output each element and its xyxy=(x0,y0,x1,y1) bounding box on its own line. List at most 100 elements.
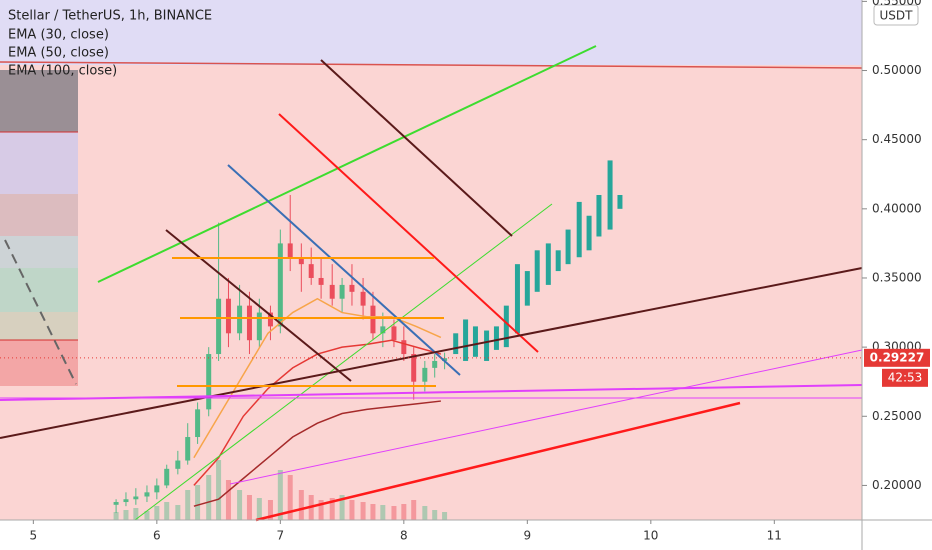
legend-entry: EMA (30, close) xyxy=(8,28,109,43)
candle-body xyxy=(298,257,304,265)
candle-body xyxy=(267,312,273,327)
projection-bar xyxy=(503,305,509,348)
y-tick-label: 0.55000 xyxy=(872,0,922,8)
y-tick-label: 0.25000 xyxy=(872,409,922,423)
volume-bar xyxy=(401,504,407,520)
legend-entry: EMA (50, close) xyxy=(8,46,109,61)
volume-bar xyxy=(287,475,293,520)
last-price-badge xyxy=(864,348,930,367)
projection-bar xyxy=(565,229,571,265)
y-tick-label: 0.45000 xyxy=(872,132,922,146)
volume-bar xyxy=(206,475,212,520)
candle-body xyxy=(339,284,345,299)
candle-body xyxy=(216,298,222,355)
candle-body xyxy=(246,305,252,341)
candle-body xyxy=(349,284,355,292)
currency-badge[interactable] xyxy=(873,4,919,26)
volume-bar xyxy=(256,498,262,520)
candle-body xyxy=(133,496,139,500)
volume-bar xyxy=(216,460,222,520)
currency: USDT xyxy=(880,9,914,23)
volume-bar xyxy=(380,505,386,520)
projection-bar xyxy=(576,201,582,258)
chart-title: Stellar / TetherUS, 1h, BINANCE xyxy=(8,9,212,24)
projection-bar xyxy=(463,319,469,361)
candle-body xyxy=(256,312,262,341)
volume-bar xyxy=(154,506,160,520)
candle-body xyxy=(411,354,417,382)
candle-body xyxy=(329,284,335,299)
projection-bar xyxy=(453,333,459,355)
x-tick-label: 6 xyxy=(153,529,161,543)
projection-bar xyxy=(493,326,499,350)
projection-bar xyxy=(596,195,602,237)
projection-bar xyxy=(555,250,561,272)
projection-bar xyxy=(534,250,540,292)
candle-body xyxy=(287,243,293,258)
upper-zone xyxy=(0,0,862,65)
volume-bar xyxy=(277,470,283,520)
candle-body xyxy=(391,326,397,341)
candle-body xyxy=(195,409,201,438)
candle-body xyxy=(185,437,191,461)
x-tick-label: 10 xyxy=(643,529,658,543)
volume-bar xyxy=(113,512,119,520)
candle-body xyxy=(164,468,170,486)
candle-body xyxy=(360,291,366,306)
legend: EMA (30, close) EMA (50, close) EMA (100, … xyxy=(8,28,117,79)
candle-body xyxy=(380,326,386,334)
volume-bar xyxy=(298,490,304,520)
candle-body xyxy=(206,354,212,410)
plot xyxy=(113,160,623,520)
lower-zone xyxy=(0,65,862,520)
volume-bar xyxy=(246,495,252,520)
projection-bar xyxy=(586,215,592,251)
volume-bar xyxy=(391,506,397,520)
candle-body xyxy=(318,277,324,285)
volume-bar xyxy=(318,500,324,520)
candle-body xyxy=(123,499,129,503)
y-tick-label: 0.50000 xyxy=(872,63,922,77)
countdown-badge xyxy=(882,368,928,387)
candle-body xyxy=(154,485,160,493)
projection-bar xyxy=(472,326,478,357)
candle-body xyxy=(370,305,376,334)
x-tick-label: 8 xyxy=(400,529,408,543)
volume-bar xyxy=(442,512,448,520)
volume-bar xyxy=(123,510,129,520)
countdown: 42:53 xyxy=(888,370,923,384)
projection-bar xyxy=(514,264,520,334)
x-tick-label: 7 xyxy=(277,529,285,543)
last-price-label: 0.29227 xyxy=(870,350,925,364)
x-tick-label: 11 xyxy=(767,529,782,543)
candle-body xyxy=(442,358,448,361)
projection-bar xyxy=(617,195,623,209)
volume-bar xyxy=(349,500,355,520)
y-tick-label: 0.20000 xyxy=(872,478,922,492)
volume-bar xyxy=(133,508,139,520)
candle-body xyxy=(432,360,438,368)
candle-body xyxy=(277,243,283,327)
volume-bar xyxy=(360,502,366,520)
x-tick-label: 5 xyxy=(30,529,38,543)
candle-body xyxy=(422,367,428,382)
volume-bar xyxy=(329,498,335,520)
y-tick-label: 0.40000 xyxy=(872,201,922,215)
volume-bar xyxy=(237,490,243,520)
candle-body xyxy=(237,305,243,334)
projection-bar xyxy=(545,243,551,285)
volume-bar xyxy=(225,480,231,520)
candle-body xyxy=(308,264,314,278)
volume-bar xyxy=(195,485,201,520)
candle-body xyxy=(144,492,150,497)
legend-entry: EMA (100, close) xyxy=(8,64,117,79)
projection-bar xyxy=(607,160,613,230)
candle-body xyxy=(175,460,181,469)
volume-bar xyxy=(422,506,428,520)
volume-bar xyxy=(339,495,345,520)
volume-bar xyxy=(370,504,376,520)
drawings xyxy=(0,45,863,522)
candle-body xyxy=(225,298,231,334)
volume-bar xyxy=(144,511,150,520)
